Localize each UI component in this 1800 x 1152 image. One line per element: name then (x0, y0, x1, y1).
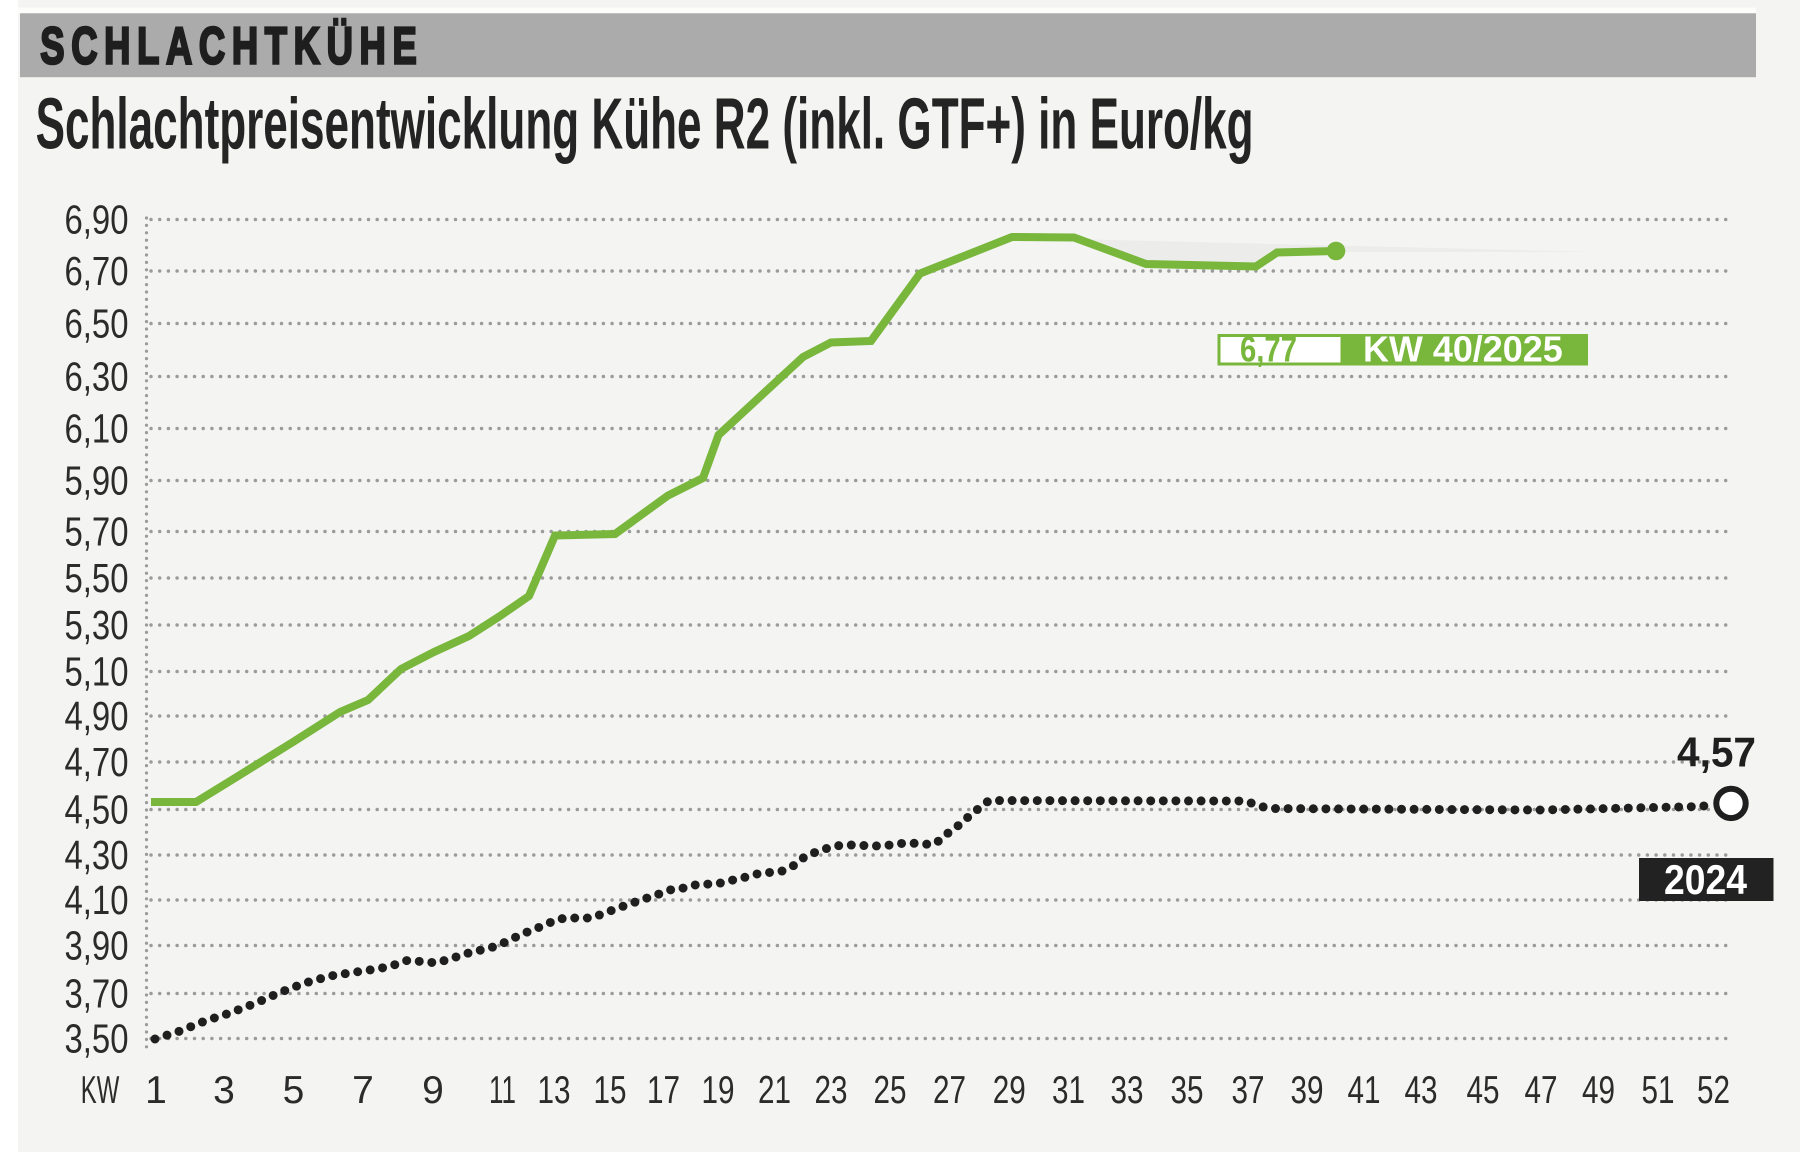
svg-text:2024: 2024 (1664, 856, 1748, 903)
svg-text:6,77: 6,77 (1240, 329, 1297, 370)
svg-text:SCHLACHTKÜHE: SCHLACHTKÜHE (40, 16, 423, 75)
svg-text:23: 23 (815, 1069, 848, 1112)
svg-text:4,10: 4,10 (65, 877, 129, 923)
svg-text:6,30: 6,30 (65, 354, 129, 400)
svg-text:6,10: 6,10 (65, 406, 129, 452)
svg-text:5,10: 5,10 (65, 649, 129, 695)
svg-text:33: 33 (1111, 1069, 1144, 1112)
svg-text:45: 45 (1467, 1069, 1500, 1112)
svg-text:4,30: 4,30 (65, 832, 129, 878)
svg-text:13: 13 (538, 1069, 571, 1112)
svg-text:41: 41 (1348, 1069, 1381, 1112)
svg-text:4,57: 4,57 (1677, 729, 1756, 776)
svg-text:37: 37 (1232, 1069, 1265, 1112)
svg-text:15: 15 (594, 1069, 627, 1112)
svg-text:39: 39 (1291, 1069, 1324, 1112)
svg-text:19: 19 (702, 1069, 735, 1112)
svg-text:6,90: 6,90 (65, 197, 129, 243)
svg-text:29: 29 (993, 1069, 1026, 1112)
svg-text:17: 17 (647, 1069, 680, 1112)
svg-text:KW 40/2025: KW 40/2025 (1363, 329, 1563, 370)
svg-text:49: 49 (1582, 1069, 1615, 1112)
svg-text:4,70: 4,70 (65, 739, 129, 785)
svg-text:1: 1 (145, 1069, 167, 1112)
svg-text:Schlachtpreisentwicklung Kühe: Schlachtpreisentwicklung Kühe R2 (inkl. … (36, 85, 1254, 165)
svg-text:3,70: 3,70 (65, 971, 129, 1017)
svg-text:27: 27 (933, 1069, 966, 1112)
svg-text:31: 31 (1052, 1069, 1085, 1112)
svg-text:35: 35 (1171, 1069, 1204, 1112)
svg-text:47: 47 (1525, 1069, 1558, 1112)
svg-text:9: 9 (422, 1069, 444, 1112)
svg-text:3,50: 3,50 (65, 1016, 129, 1062)
svg-text:51: 51 (1642, 1069, 1675, 1112)
svg-text:3: 3 (213, 1069, 235, 1112)
svg-text:52: 52 (1697, 1069, 1730, 1112)
svg-text:7: 7 (352, 1069, 374, 1112)
svg-text:21: 21 (758, 1069, 791, 1112)
svg-text:6,70: 6,70 (65, 248, 129, 294)
svg-text:4,50: 4,50 (65, 787, 129, 833)
svg-text:3,90: 3,90 (65, 923, 129, 969)
svg-text:5,70: 5,70 (65, 509, 129, 555)
svg-text:KW: KW (81, 1069, 120, 1112)
svg-text:6,50: 6,50 (65, 301, 129, 347)
svg-text:5,30: 5,30 (65, 602, 129, 648)
svg-text:5: 5 (283, 1069, 305, 1112)
svg-text:25: 25 (874, 1069, 907, 1112)
svg-text:5,90: 5,90 (65, 458, 129, 504)
svg-text:4,90: 4,90 (65, 693, 129, 739)
svg-text:5,50: 5,50 (65, 555, 129, 601)
svg-text:11: 11 (489, 1069, 516, 1112)
svg-text:43: 43 (1405, 1069, 1438, 1112)
